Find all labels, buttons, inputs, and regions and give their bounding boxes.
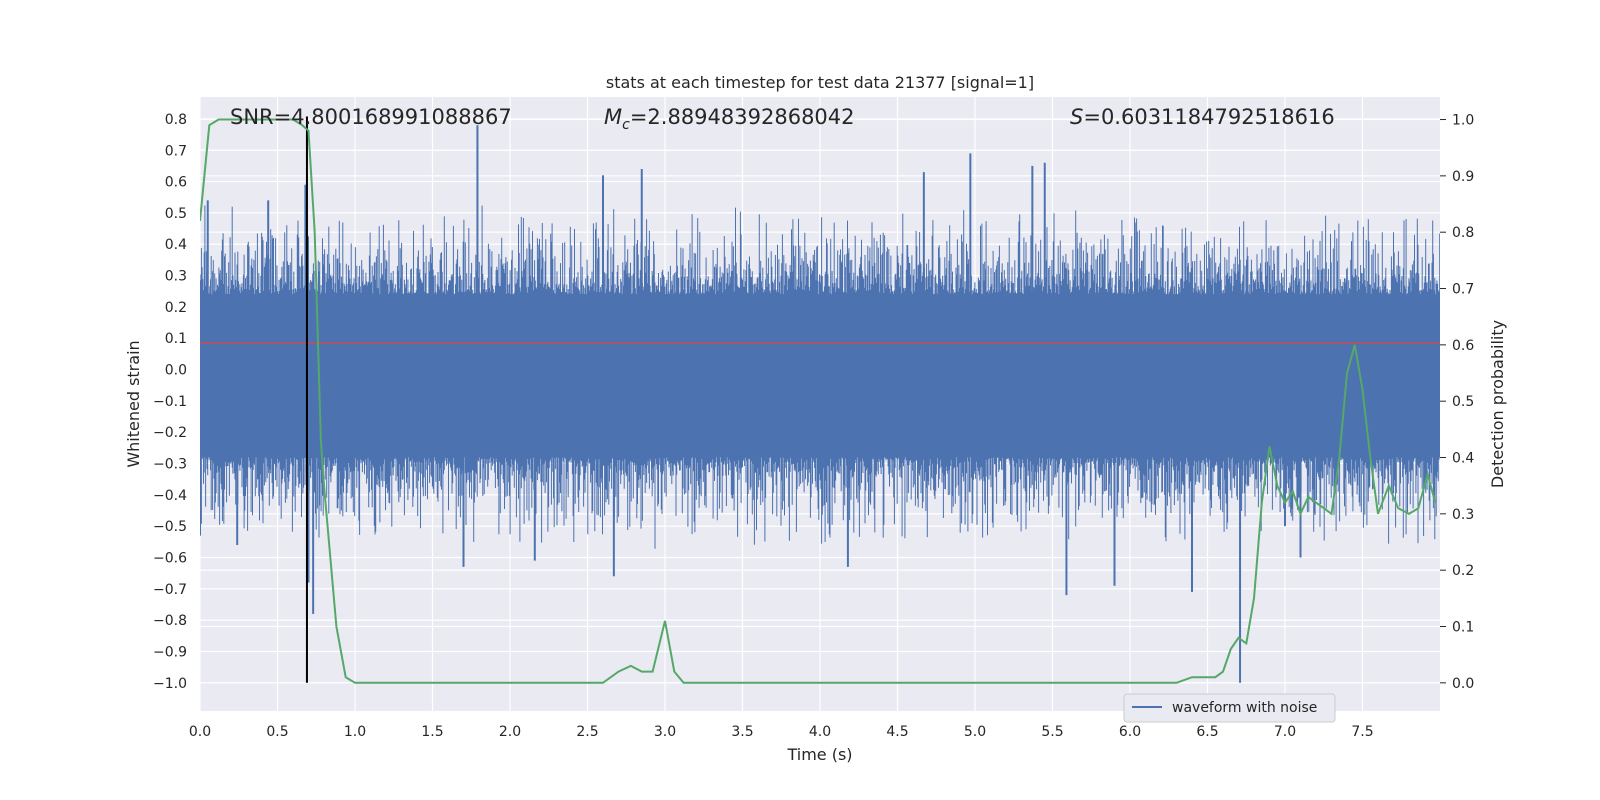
y-right-tick-label: 0.3 xyxy=(1452,507,1474,523)
y-right-axis-ticks: 1.0 0.9 0.8 0.7 0.6 0.5 0.4 0.3 0.2 0.1 0.0 xyxy=(1440,113,1474,692)
chart-title: stats at each timestep for test data 213… xyxy=(606,73,1034,92)
x-tick-label: 2.0 xyxy=(499,724,521,740)
y-left-tick-label: −0.8 xyxy=(153,613,187,629)
y-left-tick-label: −0.3 xyxy=(153,457,187,473)
snr-annotation: SNR=4.800168991088867 xyxy=(230,105,512,129)
y-right-tick-label: 0.4 xyxy=(1452,451,1474,467)
y-left-tick-label: −0.6 xyxy=(153,551,187,567)
y-left-tick-label: −0.9 xyxy=(153,644,187,660)
y-right-axis-label: Detection probability xyxy=(1488,320,1507,488)
y-left-tick-label: −0.5 xyxy=(153,519,187,535)
y-right-tick-label: 0.6 xyxy=(1452,338,1474,354)
mc-symbol: M xyxy=(604,105,622,129)
legend-box xyxy=(1123,693,1336,723)
x-tick-label: 0.0 xyxy=(189,724,211,740)
mc-value: =2.88948392868042 xyxy=(630,105,855,129)
x-tick-label: 0.5 xyxy=(266,724,288,740)
detection-probability-series xyxy=(200,118,1437,684)
y-left-tick-label: −0.2 xyxy=(153,425,187,441)
y-left-tick-label: 0.1 xyxy=(165,331,187,347)
x-tick-label: 5.0 xyxy=(964,724,986,740)
x-tick-label: 1.5 xyxy=(421,724,443,740)
legend-label: waveform with noise xyxy=(1172,700,1317,716)
x-tick-label: 7.0 xyxy=(1274,724,1296,740)
legend: waveform with noise xyxy=(1123,693,1336,723)
chirp-mass-annotation: Mc=2.88948392868042 xyxy=(604,105,855,133)
y-left-tick-label: 0.2 xyxy=(165,300,187,316)
x-tick-label: 4.5 xyxy=(886,724,908,740)
s-symbol: S xyxy=(1070,105,1083,129)
y-right-tick-label: 0.8 xyxy=(1452,225,1474,241)
y-right-tick-label: 1.0 xyxy=(1452,113,1474,129)
x-tick-label: 6.0 xyxy=(1119,724,1141,740)
y-left-tick-label: 0.4 xyxy=(165,237,187,253)
x-tick-label: 7.5 xyxy=(1351,724,1373,740)
x-tick-label: 4.0 xyxy=(809,724,831,740)
y-left-axis-ticks: 0.8 0.7 0.6 0.5 0.4 0.3 0.2 0.1 0.0 −0.1 −0.2 −0.3 −… xyxy=(153,112,187,692)
y-right-tick-label: 0.2 xyxy=(1452,563,1474,579)
x-tick-label: 5.5 xyxy=(1041,724,1063,740)
mc-subscript: c xyxy=(622,117,630,133)
y-right-tick-label: 0.1 xyxy=(1452,620,1474,636)
y-left-tick-label: −1.0 xyxy=(153,676,187,692)
y-right-tick-label: 0.7 xyxy=(1452,282,1474,298)
snr-s-annotation: S=0.6031184792518616 xyxy=(1070,105,1335,129)
y-left-tick-label: 0.7 xyxy=(165,143,187,159)
s-value: =0.6031184792518616 xyxy=(1083,105,1334,129)
y-right-tick-label: 0.9 xyxy=(1452,169,1474,185)
x-axis-label: Time (s) xyxy=(786,745,852,764)
y-left-tick-label: 0.5 xyxy=(165,206,187,222)
x-tick-label: 3.0 xyxy=(654,724,676,740)
y-left-tick-label: −0.4 xyxy=(153,488,187,504)
y-left-tick-label: −0.1 xyxy=(153,394,187,410)
y-left-tick-label: 0.6 xyxy=(165,175,187,191)
x-tick-label: 3.5 xyxy=(731,724,753,740)
y-left-axis-label: Whitened strain xyxy=(124,340,143,467)
y-left-tick-label: 0.0 xyxy=(165,363,187,379)
x-tick-label: 1.0 xyxy=(344,724,366,740)
y-right-tick-label: 0.5 xyxy=(1452,394,1474,410)
x-tick-label: 2.5 xyxy=(576,724,598,740)
waveform-noise-trace xyxy=(200,205,1440,549)
x-tick-label: 6.5 xyxy=(1196,724,1218,740)
y-left-tick-label: −0.7 xyxy=(153,582,187,598)
y-left-tick-label: 0.3 xyxy=(165,269,187,285)
waveform-series xyxy=(200,125,1440,683)
y-left-tick-label: 0.8 xyxy=(165,112,187,128)
y-right-tick-label: 0.0 xyxy=(1452,676,1474,692)
x-axis-ticks: 0.0 0.5 1.0 1.5 2.0 2.5 3.0 3.5 4.0 4.5 5.0 5.5 6.0 6… xyxy=(189,724,1374,740)
